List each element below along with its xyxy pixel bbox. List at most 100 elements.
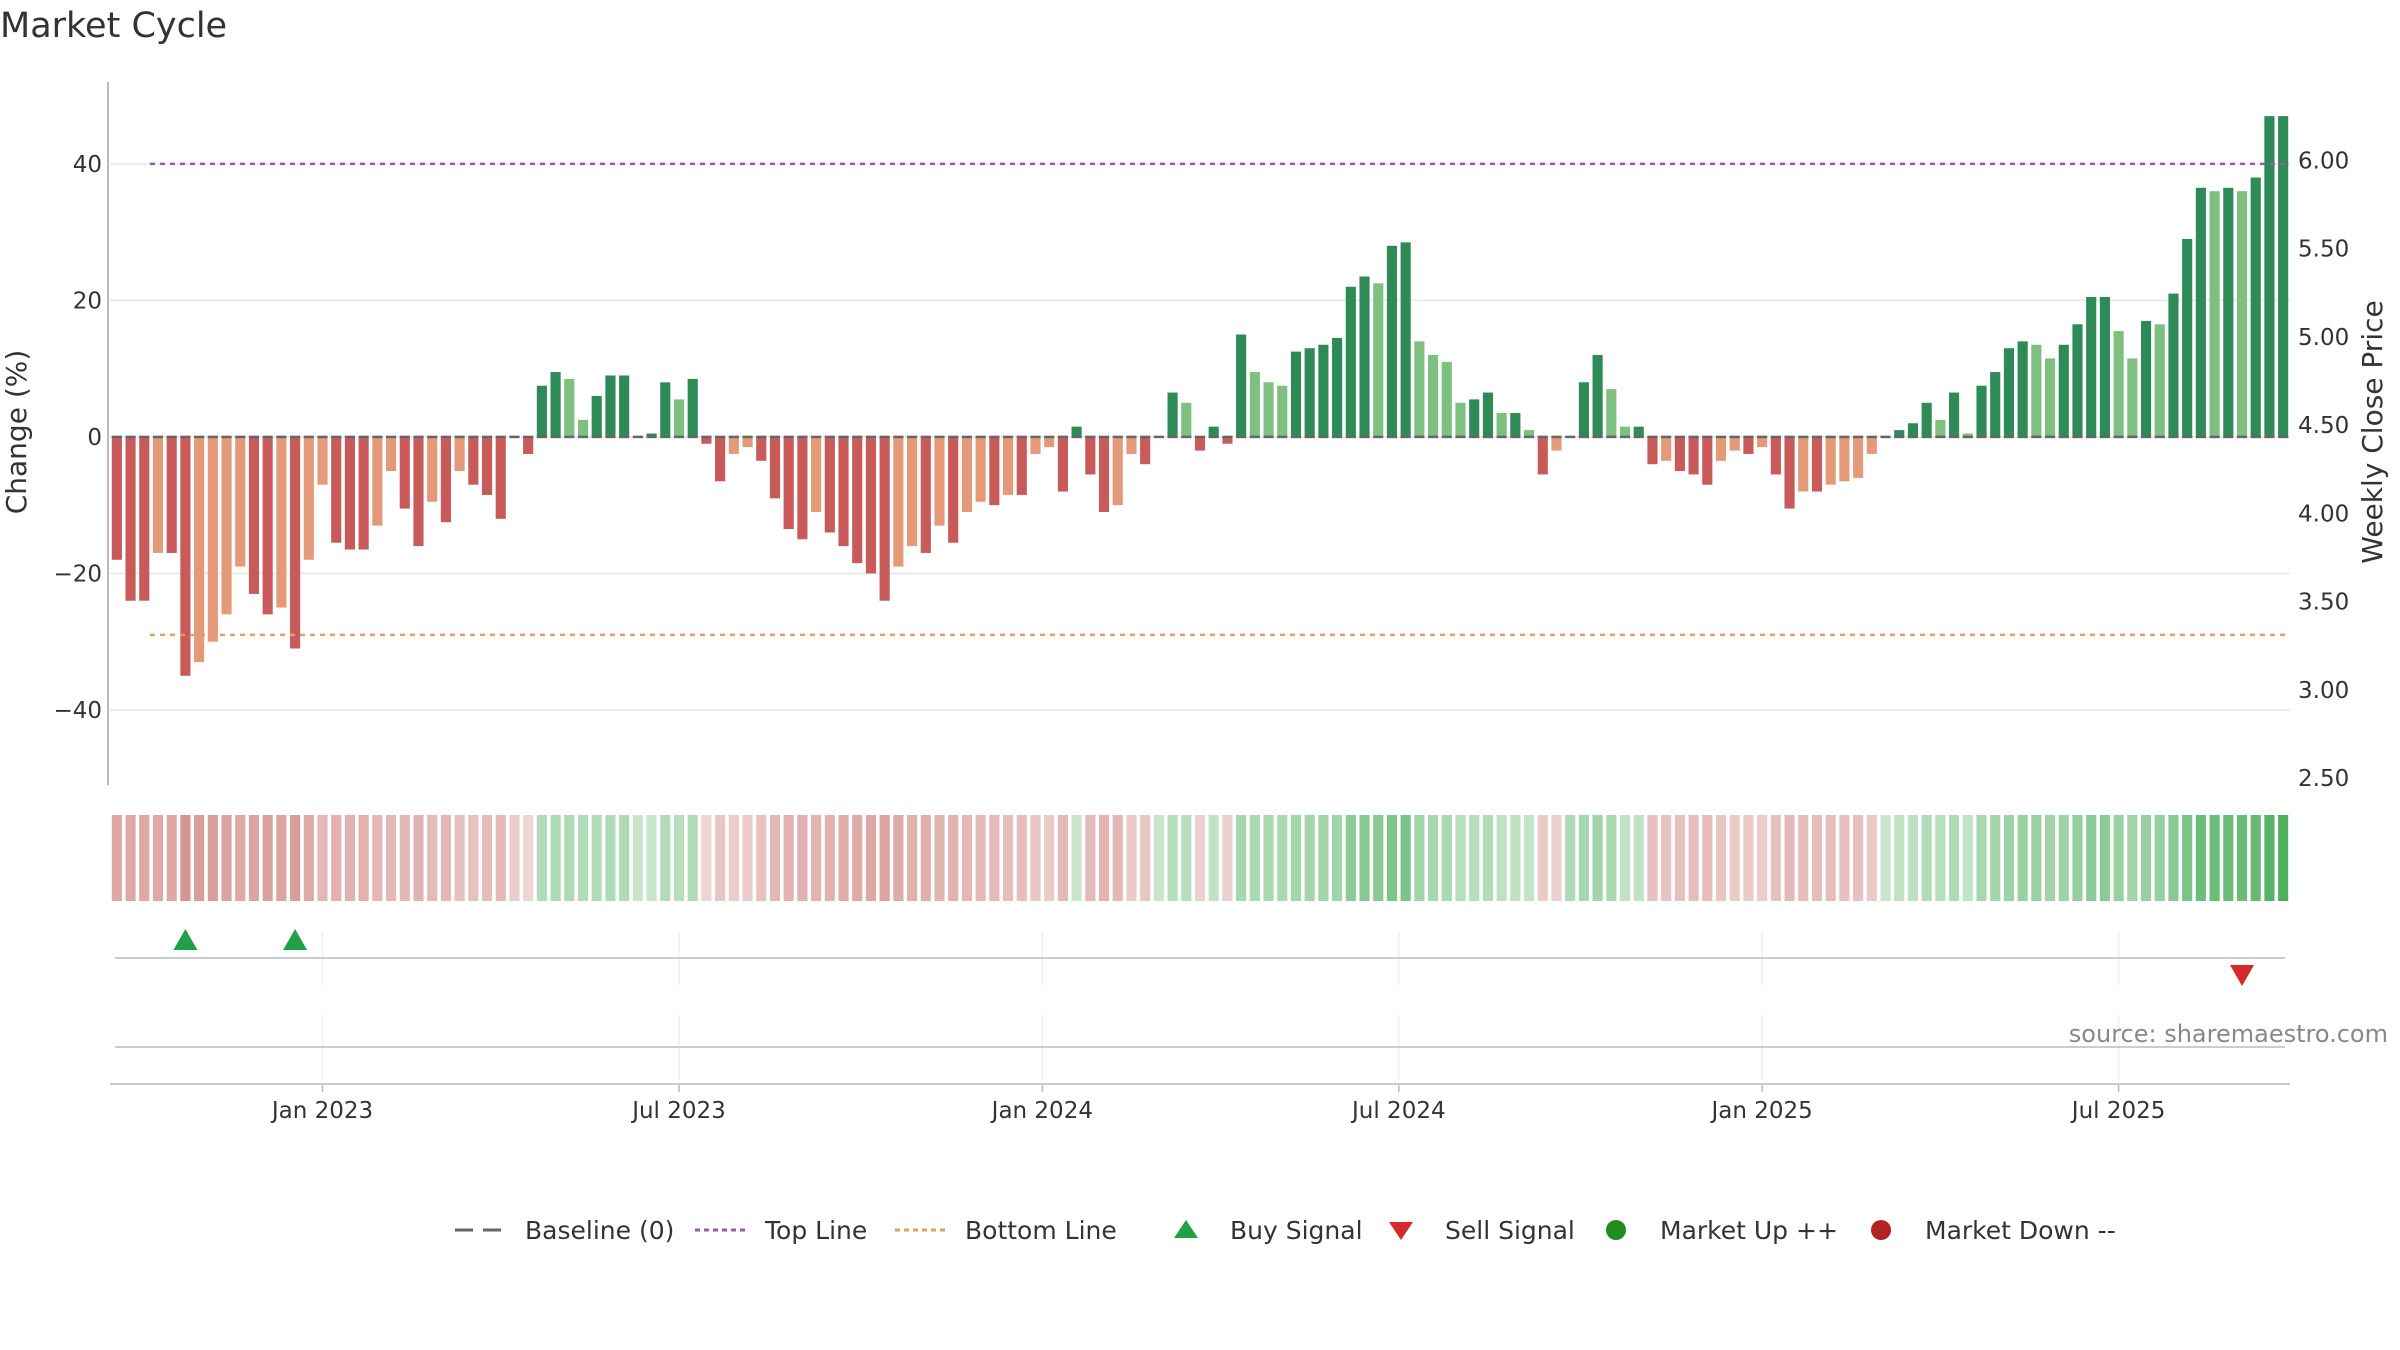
heat-cell-154 [2223,815,2234,901]
bar-34 [577,419,589,437]
bar-36 [605,375,616,437]
heat-cell-140 [2031,815,2042,901]
heat-cell-71 [1085,815,1096,901]
y2-tick-label: 3.00 [2298,678,2349,704]
bar-43 [701,436,712,444]
bar-81 [1222,436,1233,444]
bar-139 [2017,341,2028,437]
bar-62 [961,436,972,512]
x-axis-layer: Jan 2023 Jul 2023 Jan 2024 Jul 2024 Jan 2025… [110,1083,2290,1124]
bar-105 [1551,436,1562,451]
heat-cell-143 [2072,815,2083,901]
bar-107 [1578,382,1589,437]
bar-44 [715,436,726,482]
heat-cell-60 [934,815,945,901]
bar-98 [1455,402,1466,437]
heat-cell-12 [276,815,287,901]
legend-item-5: Market Up ++ [1606,1216,1838,1245]
y-tick-label: −40 [53,698,102,724]
heat-cell-79 [1194,815,1206,901]
heat-cell-98 [1455,815,1466,901]
bar-67 [1030,436,1041,454]
heat-cell-153 [2209,815,2220,901]
heat-cell-97 [1441,815,1452,901]
x-tick-label: Jul 2025 [2070,1098,2166,1124]
legend-label: Top Line [764,1216,867,1245]
y2-tick-label: 5.50 [2298,237,2349,263]
heat-cell-47 [756,815,767,901]
bar-31 [536,385,547,437]
heat-cell-106 [1565,815,1576,901]
heat-cell-26 [468,815,479,901]
bar-112 [1647,436,1658,465]
heat-cell-78 [1181,815,1192,901]
bar-59 [920,436,931,553]
bar-152 [2195,187,2206,437]
bar-41 [673,399,685,437]
bar-69 [1057,436,1068,492]
bar-24 [440,436,451,523]
bar-109 [1606,389,1617,437]
y-tick-label: 20 [73,288,102,314]
heat-cell-55 [865,815,877,901]
bar-153 [2209,191,2220,437]
heat-cell-37 [619,815,630,901]
heat-cell-95 [1414,815,1425,901]
bar-56 [879,436,890,601]
bar-141 [2044,358,2056,437]
bar-71 [1085,436,1096,475]
bar-87 [1304,348,1315,437]
heat-cell-144 [2086,815,2097,901]
bar-layer [111,116,2289,676]
heat-cell-64 [989,815,1000,901]
bar-19 [372,436,383,526]
heat-cell-66 [1016,815,1027,901]
bar-16 [331,436,342,543]
bar-90 [1345,286,1356,437]
bar-70 [1071,426,1082,437]
bar-86 [1290,351,1302,437]
buy-signal-marker [173,929,198,950]
bar-55 [865,436,877,574]
heat-cell-131 [1907,815,1919,901]
heat-cell-118 [1729,815,1740,901]
bar-4 [166,436,177,553]
heat-cell-15 [317,815,328,901]
bar-116 [1702,436,1713,485]
heat-cell-45 [728,815,739,901]
bar-22 [413,436,424,547]
heat-cell-99 [1469,815,1480,901]
circle-red-icon [1871,1220,1891,1240]
heat-cell-54 [852,815,863,901]
y-tick-label: −20 [53,561,102,587]
bar-52 [824,436,835,533]
heat-cell-32 [550,815,561,901]
bar-147 [2127,358,2138,437]
heat-cell-74 [1126,815,1137,901]
bar-135 [1962,433,1973,437]
heat-cell-124 [1811,815,1823,901]
y2-axis-title: Weekly Close Price [2356,300,2389,563]
legend-label: Sell Signal [1445,1216,1575,1245]
bar-14 [303,436,314,560]
heat-cell-70 [1071,815,1082,901]
bar-117 [1715,436,1727,461]
bar-157 [2264,116,2275,437]
bar-74 [1126,436,1137,454]
legend-label: Baseline (0) [525,1216,674,1245]
bar-79 [1194,436,1206,451]
heat-cell-22 [413,815,424,901]
heat-cell-44 [715,815,726,901]
legend-item-4: Sell Signal [1389,1216,1575,1245]
bar-57 [893,436,904,567]
sell-signal-marker [2230,965,2255,986]
heat-cell-80 [1208,815,1219,901]
legend-item-1: Top Line [695,1216,867,1245]
bar-78 [1181,402,1192,437]
bar-122 [1784,436,1795,509]
heat-cell-67 [1030,815,1041,901]
bar-92 [1373,283,1384,437]
bar-120 [1757,436,1768,448]
bar-99 [1469,399,1480,437]
